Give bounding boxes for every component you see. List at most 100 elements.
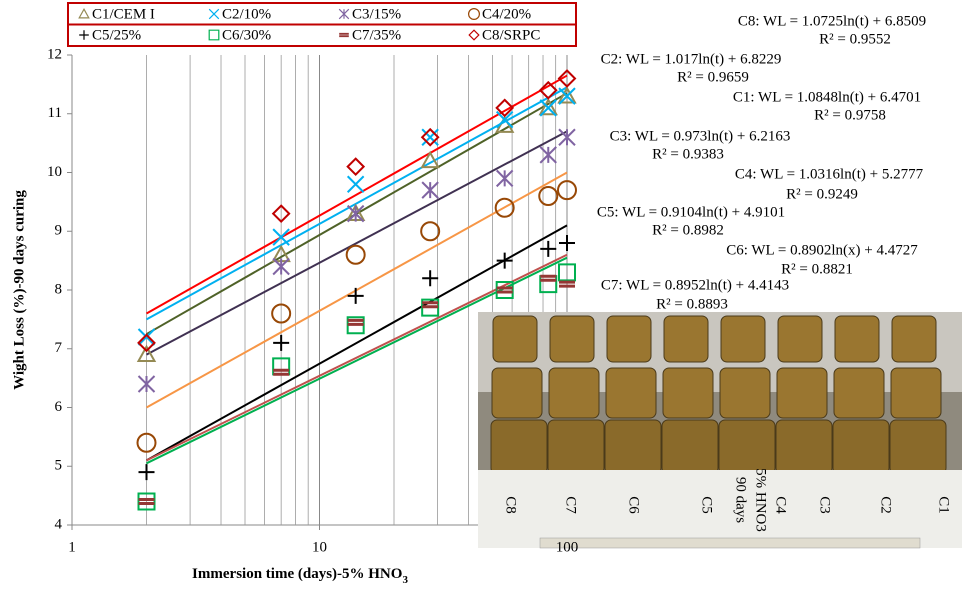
photo-cube xyxy=(663,315,709,363)
photo-cube xyxy=(775,419,833,475)
marker xyxy=(339,32,349,38)
trendline-r2: R² = 0.9552 xyxy=(819,31,891,47)
marker xyxy=(494,197,515,218)
photo-label: 90 days xyxy=(733,477,749,523)
photo-cube xyxy=(549,315,595,363)
legend-label: C4/20% xyxy=(482,6,531,22)
marker xyxy=(558,128,576,146)
marker xyxy=(422,270,439,287)
photo-label: C8 xyxy=(503,496,519,514)
photo-cube xyxy=(718,419,776,475)
marker xyxy=(421,128,439,146)
x-axis-title-sub: 3 xyxy=(402,574,408,586)
y-tick-label: 8 xyxy=(55,281,63,297)
legend-item: C8/SRPC xyxy=(468,27,540,43)
legend-label: C2/10% xyxy=(222,6,271,22)
trendline-r2: R² = 0.8893 xyxy=(656,296,728,312)
photo-cube xyxy=(832,419,890,475)
x-axis-title: Immersion time (days)-5% HNO3 xyxy=(192,566,408,585)
photo-cube xyxy=(890,367,942,419)
x-tick-label: 10 xyxy=(312,539,327,555)
y-tick-label: 4 xyxy=(55,516,63,532)
marker xyxy=(422,301,439,309)
marker xyxy=(273,334,290,351)
marker xyxy=(346,175,365,193)
trendline-equation: C2: WL = 1.017ln(t) + 6.8229 xyxy=(601,51,782,67)
photo-cube xyxy=(491,367,543,419)
marker xyxy=(420,150,440,169)
marker xyxy=(539,146,557,164)
y-tick-label: 6 xyxy=(55,399,63,415)
marker xyxy=(496,252,513,269)
marker xyxy=(538,97,558,116)
marker xyxy=(495,98,515,118)
marker xyxy=(559,235,575,251)
trendline-equation: C7: WL = 0.8952ln(t) + 4.4143 xyxy=(601,277,789,293)
trendline xyxy=(146,74,568,315)
photo-cube xyxy=(548,367,600,419)
trendline xyxy=(146,130,568,356)
y-tick-label: 9 xyxy=(55,223,63,239)
y-tick-label: 5 xyxy=(55,458,63,474)
photo-label: C3 xyxy=(817,496,833,514)
marker xyxy=(420,127,440,147)
marker xyxy=(137,333,156,353)
y-tick-label: 11 xyxy=(48,105,62,121)
legend-item: C6/30% xyxy=(208,27,271,43)
trendline-r2: R² = 0.9758 xyxy=(814,107,886,123)
marker xyxy=(557,86,577,104)
photo-cube xyxy=(604,419,662,475)
marker xyxy=(540,240,557,257)
legend-label: C1/CEM I xyxy=(92,6,155,22)
legend-label: C6/30% xyxy=(222,27,271,43)
photo-cube xyxy=(547,419,605,475)
x-tick-label: 100 xyxy=(556,539,579,555)
y-tick-label: 7 xyxy=(55,340,63,356)
photo-cube xyxy=(490,419,548,475)
marker xyxy=(538,80,558,100)
marker xyxy=(540,274,557,282)
marker xyxy=(467,7,480,20)
marker xyxy=(208,8,220,20)
legend-label: C5/25% xyxy=(92,27,141,43)
photo-ruler xyxy=(539,537,921,549)
marker xyxy=(558,87,576,105)
legend-item: C3/15% xyxy=(338,6,401,22)
y-tick-label: 12 xyxy=(47,46,62,62)
photo-label: 5% HNO3 xyxy=(753,468,769,532)
photo-label: C2 xyxy=(878,496,894,514)
marker xyxy=(138,498,155,505)
trendline-r2: R² = 0.9249 xyxy=(786,186,858,202)
marker xyxy=(557,69,577,88)
marker xyxy=(137,328,156,346)
marker xyxy=(272,228,290,246)
legend-label: C8/SRPC xyxy=(482,27,540,43)
marker xyxy=(558,263,576,282)
trendline-equation: C5: WL = 0.9104ln(t) + 4.9101 xyxy=(597,204,785,220)
marker xyxy=(557,180,577,201)
trendline-r2: R² = 0.9659 xyxy=(677,69,749,85)
photo-cube xyxy=(889,419,947,475)
marker xyxy=(495,110,514,129)
photo-cube xyxy=(606,315,652,363)
y-tick-label: 10 xyxy=(47,164,62,180)
trendline-r2: R² = 0.8821 xyxy=(781,261,853,277)
photo-label: C7 xyxy=(563,496,579,514)
photo-label: C1 xyxy=(936,496,952,514)
trendline-r2: R² = 0.8982 xyxy=(652,222,724,238)
photo: C8 C7 C6 C5 90 days 5% HNO3 C4 C3 C2 C1 xyxy=(478,312,962,549)
photo-paper xyxy=(478,470,962,548)
marker xyxy=(208,29,220,41)
marker xyxy=(538,186,559,206)
legend-item: C1/CEM I xyxy=(78,6,155,22)
legend-item: C4/20% xyxy=(467,6,531,22)
marker xyxy=(137,375,156,393)
photo-cube xyxy=(662,367,714,419)
marker xyxy=(345,244,366,265)
photo-cube xyxy=(834,315,880,363)
legend-item: C2/10% xyxy=(208,6,271,22)
x-tick-label: 1 xyxy=(68,539,76,555)
photo-cube xyxy=(719,367,771,419)
marker xyxy=(78,7,90,19)
